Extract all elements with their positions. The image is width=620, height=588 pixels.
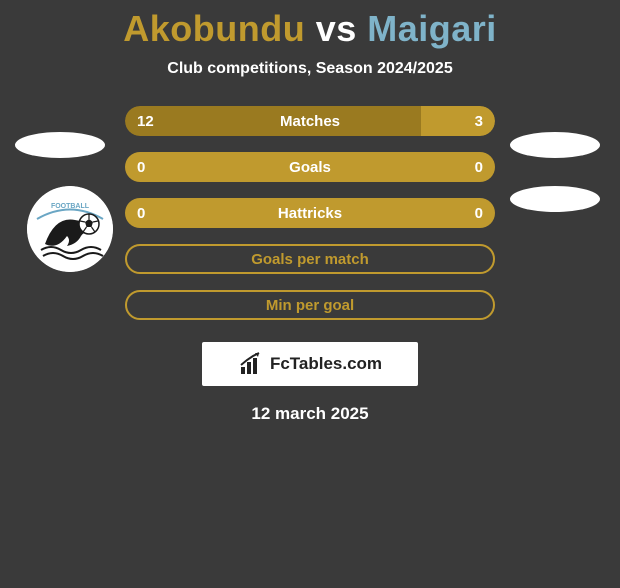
stat-value-left: 12 [137,113,154,130]
stat-value-right: 0 [475,159,483,176]
stat-label: Hattricks [278,205,342,222]
side-ellipse-right-2 [510,186,600,212]
stat-value-right: 0 [475,205,483,222]
stat-label: Goals per match [251,251,369,268]
stat-label: Min per goal [266,297,354,314]
stat-bar: 0 Hattricks 0 [125,198,495,228]
stat-value-left: 0 [137,159,145,176]
player-left-name: Akobundu [123,8,305,49]
stat-bar-empty: Min per goal [125,290,495,320]
club-badge: FOOTBALL [27,186,113,272]
stat-bar: 12 Matches 3 [125,106,495,136]
dolphin-badge-icon: FOOTBALL [27,186,113,272]
brand-text: FcTables.com [270,354,382,374]
page-title: Akobundu vs Maigari [0,8,620,50]
side-ellipse-right-1 [510,132,600,158]
svg-text:FOOTBALL: FOOTBALL [51,203,90,210]
stat-value-right: 3 [475,113,483,130]
stat-bar-empty: Goals per match [125,244,495,274]
stat-label: Matches [280,113,340,130]
bar-chart-icon [238,351,264,377]
stat-value-left: 0 [137,205,145,222]
subtitle: Club competitions, Season 2024/2025 [0,60,620,78]
player-right-name: Maigari [367,8,497,49]
side-ellipse-left-1 [15,132,105,158]
brand-box: FcTables.com [202,342,418,386]
date-label: 12 march 2025 [0,404,620,424]
comparison-bars: 12 Matches 3 0 Goals 0 0 Hattricks 0 Goals per ma… [125,106,495,320]
stat-label: Goals [289,159,331,176]
title-vs: vs [305,8,367,49]
stat-bar-right-fill [421,106,495,136]
stat-bar: 0 Goals 0 [125,152,495,182]
stat-bar-left-fill [125,106,421,136]
